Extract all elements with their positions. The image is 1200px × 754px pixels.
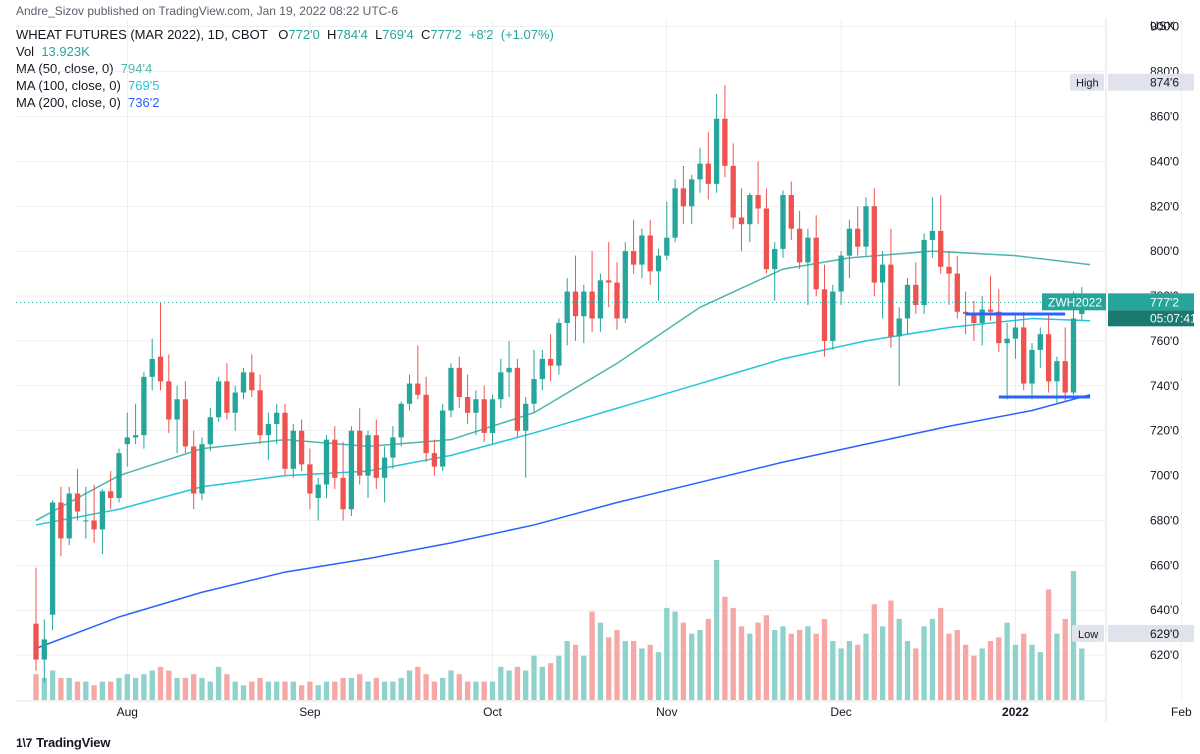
svg-text:Sep: Sep [299, 705, 321, 719]
svg-text:800'0: 800'0 [1150, 244, 1179, 258]
svg-text:840'0: 840'0 [1150, 154, 1179, 168]
svg-text:640'0: 640'0 [1150, 603, 1179, 617]
svg-text:680'0: 680'0 [1150, 513, 1179, 527]
svg-text:700'0: 700'0 [1150, 469, 1179, 483]
svg-text:760'0: 760'0 [1150, 334, 1179, 348]
svg-text:Dec: Dec [830, 705, 851, 719]
svg-text:ZWH2022: ZWH2022 [1048, 295, 1102, 309]
svg-text:629'0: 629'0 [1150, 627, 1179, 641]
svg-text:2022: 2022 [1002, 705, 1029, 719]
svg-text:720'0: 720'0 [1150, 424, 1179, 438]
svg-text:874'6: 874'6 [1150, 76, 1179, 90]
svg-text:High: High [1076, 78, 1099, 90]
svg-text:USX: USX [1150, 19, 1175, 33]
svg-text:Nov: Nov [656, 705, 677, 719]
svg-text:820'0: 820'0 [1150, 199, 1179, 213]
svg-text:Aug: Aug [117, 705, 138, 719]
svg-text:660'0: 660'0 [1150, 558, 1179, 572]
svg-text:Feb: Feb [1171, 705, 1192, 719]
svg-text:05:07:41: 05:07:41 [1150, 311, 1197, 325]
svg-text:620'0: 620'0 [1150, 648, 1179, 662]
svg-text:740'0: 740'0 [1150, 379, 1179, 393]
price-chart[interactable]: 900'0880'0860'0840'0820'0800'0780'0760'0… [0, 0, 1200, 754]
svg-text:Low: Low [1078, 629, 1098, 641]
svg-text:777'2: 777'2 [1150, 295, 1179, 309]
tradingview-logo: 1\7TradingView [16, 735, 110, 750]
svg-text:860'0: 860'0 [1150, 110, 1179, 124]
svg-text:Oct: Oct [483, 705, 502, 719]
